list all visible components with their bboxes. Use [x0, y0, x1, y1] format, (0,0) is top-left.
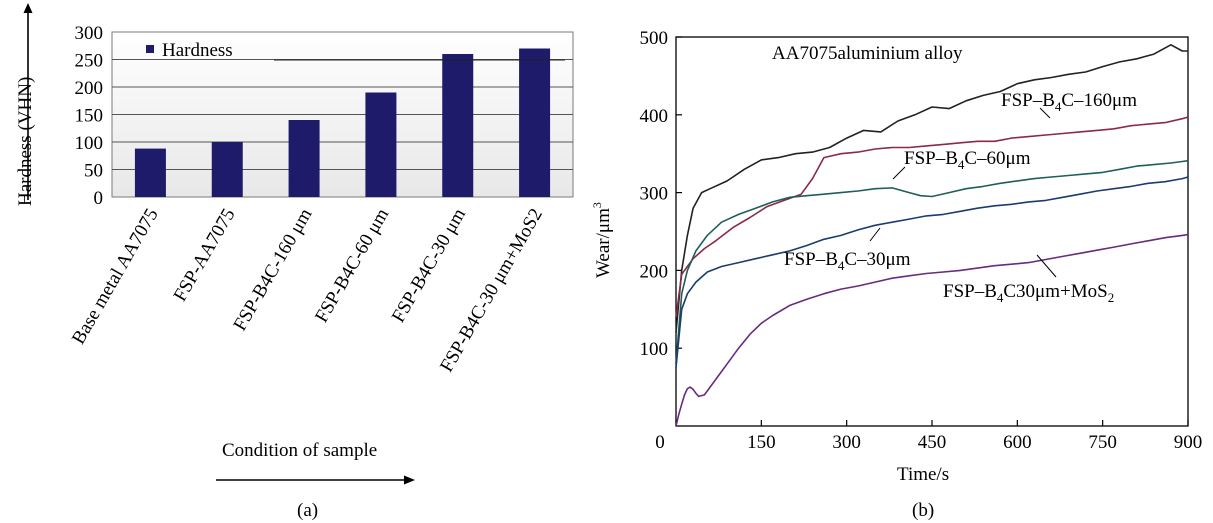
line-chart-panel: 100 200 300 400 500 0 150 300 450 600 750 900 AA70…: [590, 28, 1202, 521]
series-line: [675, 159, 1189, 364]
line-y-tick-label: 400: [640, 106, 669, 127]
line-x-tick-label: 750: [1088, 432, 1117, 453]
line-x-tick-label: 450: [918, 432, 947, 453]
line-x-tick-label: 150: [747, 432, 776, 453]
line-x-tick-label: 900: [1174, 432, 1203, 453]
y-axis-label-text: Hardness (VHN): [15, 77, 36, 206]
line-x-tick-label: 600: [1003, 432, 1032, 453]
series-label-60: FSP–B4C–60μm: [904, 148, 1031, 172]
bar: [519, 48, 551, 197]
series-line: [675, 233, 1189, 427]
series-label-mos2: FSP–B4C30μm+MoS2: [943, 281, 1114, 305]
legend-label: Hardness: [162, 40, 233, 61]
series-line: [675, 43, 1188, 333]
panel-label-b: (b): [912, 500, 934, 521]
bar-category-label: FSP-B4C-30 μm: [388, 205, 470, 326]
callout-160: [1039, 107, 1051, 119]
line-series: [675, 43, 1189, 427]
series-annotations: AA7075aluminium alloy FSP–B4C–160μm FSP–…: [772, 43, 1137, 305]
line-x-tick-label: 0: [655, 432, 665, 453]
legend-swatch: [146, 45, 154, 53]
line-y-tick-label: 500: [640, 28, 669, 49]
panel-label-a: (a): [297, 500, 318, 521]
bar-y-tick-label: 0: [94, 188, 104, 209]
callout-mos2: [1036, 254, 1057, 278]
line-x-tick-label: 300: [832, 432, 861, 453]
callout-30: [869, 227, 881, 242]
bar: [288, 120, 320, 197]
bar-series: [134, 48, 551, 197]
y-axis-arrowhead: [23, 3, 33, 13]
line-y-tick-label: 100: [640, 339, 669, 360]
line-x-ticks: 0 150 300 450 600 750 900: [655, 420, 1202, 453]
line-y-axis-label: Wear/μm3: [590, 202, 614, 278]
bar-y-tick-label: 250: [75, 51, 104, 72]
bar-y-tick-label: 200: [75, 78, 104, 99]
bar: [211, 142, 243, 197]
bar-y-tick-label: 150: [75, 106, 104, 127]
bar-category-label: Base metal AA7075: [68, 205, 163, 348]
series-line: [675, 176, 1189, 368]
line-y-tick-label: 300: [640, 184, 669, 205]
bar-category-label: FSP-B4C-60 μm: [311, 205, 393, 326]
bar-y-ticks: 0 50 100 150 200 250 300: [75, 23, 104, 209]
bar-x-axis-label: Condition of sample: [216, 440, 415, 485]
bar: [442, 54, 474, 197]
bar-category-label: FSP-AA7075: [170, 205, 240, 305]
bar-y-tick-label: 50: [84, 161, 103, 182]
line-y-tick-label: 200: [640, 261, 669, 282]
bar-legend: Hardness: [146, 40, 565, 61]
series-label-30: FSP–B4C–30μm: [784, 249, 911, 273]
bar-y-tick-label: 300: [75, 23, 104, 44]
x-axis-arrowhead: [404, 475, 415, 485]
bar-y-tick-label: 100: [75, 133, 104, 154]
bar-y-axis-label: Hardness (VHN): [15, 3, 36, 206]
series-label-160: FSP–B4C–160μm: [1001, 90, 1137, 114]
x-axis-label-text: Condition of sample: [222, 440, 377, 461]
callout-60: [892, 166, 906, 180]
bar: [134, 148, 166, 197]
series-label-aa7075: AA7075aluminium alloy: [772, 43, 963, 64]
bar: [365, 92, 397, 197]
bar-category-label: FSP-B4C-160 μm: [230, 205, 317, 335]
series-line: [675, 116, 1189, 318]
line-y-ticks: 100 200 300 400 500: [640, 28, 682, 360]
line-x-axis-label: Time/s: [897, 464, 949, 485]
